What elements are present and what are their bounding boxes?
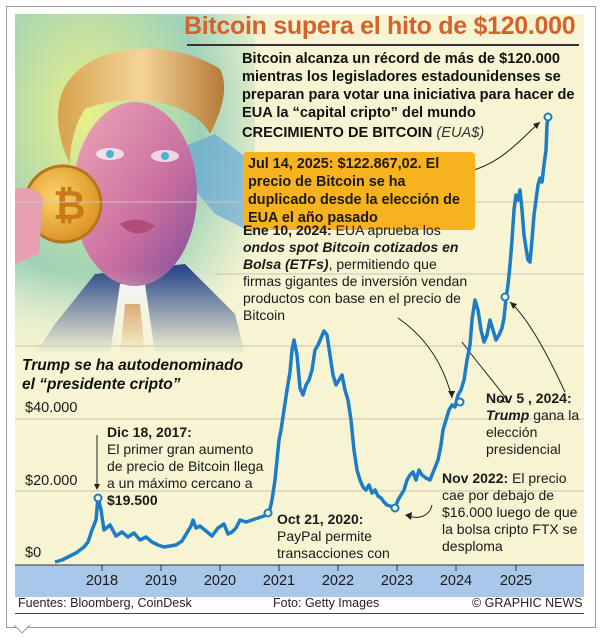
marker-jul2025 bbox=[543, 112, 553, 122]
note-oct2020-date: Oct 21, 2020: bbox=[277, 511, 364, 527]
note-nov2024-emph: Trump bbox=[486, 407, 530, 423]
title-divider bbox=[187, 44, 579, 46]
note-nov2022: Nov 2022: El precio cae por debajo de $1… bbox=[442, 470, 582, 555]
annotation-arrows bbox=[96, 121, 566, 518]
intro-text: Bitcoin alcanza un récord de más de $120… bbox=[242, 51, 575, 121]
marker-oct2020 bbox=[263, 508, 273, 518]
chart-unit: (EUA$) bbox=[436, 125, 485, 141]
footer-copyright: © GRAPHIC NEWS bbox=[472, 596, 583, 610]
note-dec2017-value: $19.500 bbox=[107, 492, 158, 508]
note-dec2017-text: El primer gran aumento de precio de Bitc… bbox=[107, 441, 264, 491]
callout-tail bbox=[14, 625, 30, 634]
page-title: Bitcoin supera el hito de $120.000 bbox=[184, 12, 576, 40]
trump-caption-line1: Trump se ha autodenominado bbox=[22, 357, 244, 374]
x-tick-2023: 2023 bbox=[380, 573, 414, 589]
note-jan2024-text1: EUA aprueba los bbox=[331, 222, 441, 238]
footer-divider bbox=[15, 613, 584, 614]
y-tick-0: $0 bbox=[25, 545, 42, 561]
note-nov2022-date: Nov 2022: bbox=[442, 470, 509, 486]
y-tick-20000: $20.000 bbox=[25, 473, 78, 489]
bitcoin-price-line bbox=[54, 116, 550, 564]
arrowheads bbox=[94, 122, 540, 520]
trump-illustration: ₿ bbox=[15, 14, 255, 354]
note-nov2024-text: gana la elección presidencial bbox=[486, 407, 580, 457]
event-markers bbox=[93, 112, 553, 518]
x-tick-2021: 2021 bbox=[262, 573, 296, 589]
marker-nov2024 bbox=[500, 292, 510, 302]
x-tick-2024: 2024 bbox=[439, 573, 473, 589]
chart-heading: CRECIMIENTO DE BITCOIN (EUA$) bbox=[242, 125, 484, 141]
footer-sources: Fuentes: Bloomberg, CoinDesk bbox=[18, 596, 192, 610]
note-jan2024-emph: ondos spot Bitcoin cotizados en Bolsa (E… bbox=[243, 239, 459, 272]
x-tick-2025: 2025 bbox=[499, 573, 533, 589]
note-jan2024-text2: , permitiendo que firmas gigantes de inv… bbox=[243, 256, 468, 323]
callout-jul2025: Jul 14, 2025: $122.867,02. El precio de … bbox=[243, 152, 475, 230]
x-axis-band bbox=[15, 565, 584, 597]
arrow-jan2024 bbox=[397, 317, 453, 399]
note-dec2017-date: Dic 18, 2017: bbox=[107, 424, 192, 440]
trump-caption: Trump se ha autodenominado el “president… bbox=[22, 356, 243, 394]
x-tick-2019: 2019 bbox=[144, 573, 178, 589]
footer-photo-credit: Foto: Getty Images bbox=[273, 596, 380, 610]
marker-nov2022 bbox=[390, 503, 400, 513]
x-tick-2022: 2022 bbox=[321, 573, 355, 589]
y-tick-40000: $40.000 bbox=[25, 400, 78, 416]
note-nov2024-date: Nov 5 , 2024: bbox=[486, 390, 572, 406]
marker-dec2017 bbox=[93, 493, 103, 503]
marker-jan2024 bbox=[455, 397, 465, 407]
trump-caption-line2: el “presidente cripto” bbox=[22, 376, 181, 393]
note-dec2017: Dic 18, 2017: El primer gran aumento de … bbox=[107, 424, 272, 509]
x-tick-2020: 2020 bbox=[203, 573, 237, 589]
note-nov2024: Nov 5 , 2024: Trump gana la elección pre… bbox=[486, 390, 581, 458]
x-tick-2018: 2018 bbox=[85, 573, 119, 589]
note-nov2022-text: El precio cae por debajo de $16.000 lueg… bbox=[442, 470, 578, 554]
arrow-nov2024 bbox=[509, 301, 566, 393]
arrow-jul2025 bbox=[465, 121, 541, 173]
note-jan2024-date: Ene 10, 2024: bbox=[243, 222, 332, 238]
note-jan2024: Ene 10, 2024: EUA aprueba los ondos spot… bbox=[243, 222, 468, 324]
chart-heading-label: CRECIMIENTO DE BITCOIN bbox=[242, 125, 433, 141]
